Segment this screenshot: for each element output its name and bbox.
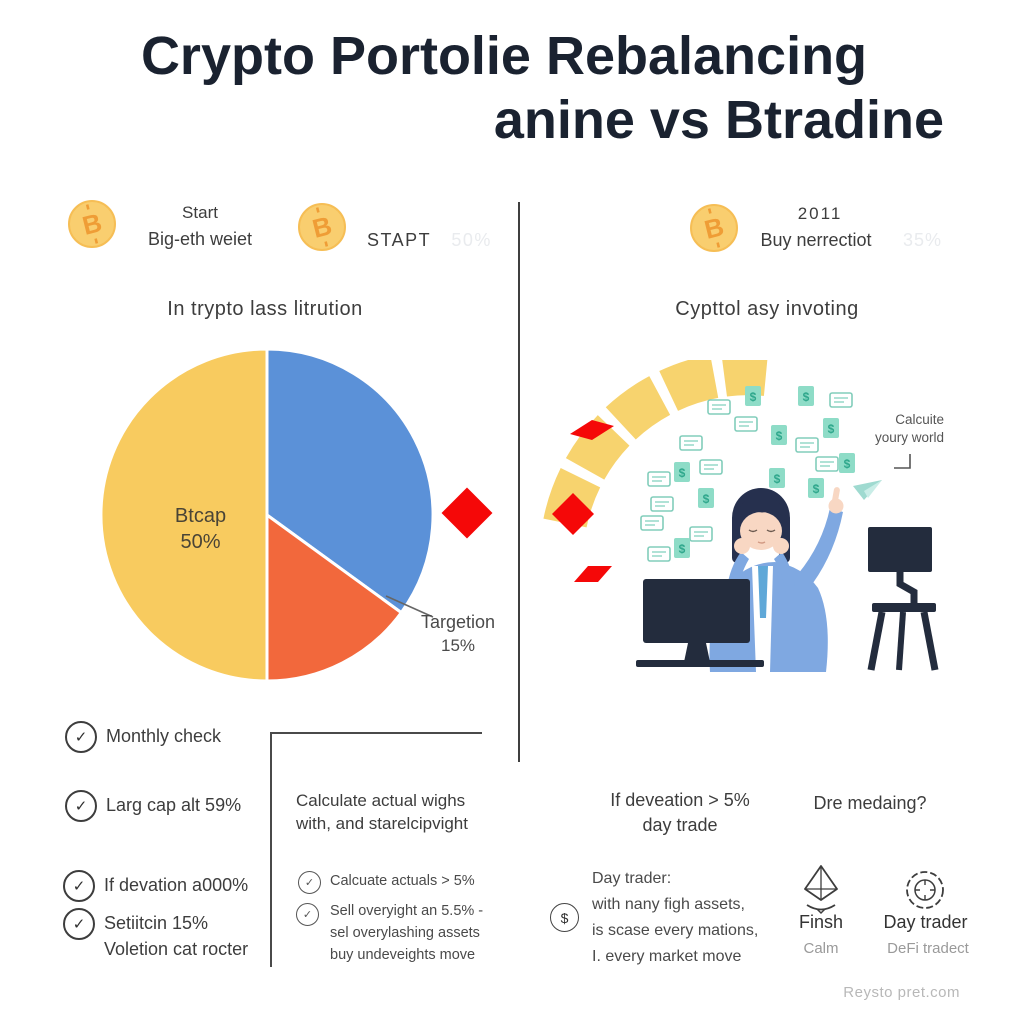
check-circle-icon: ✓ — [65, 790, 97, 822]
watermark: Reysto pret.com — [843, 984, 960, 1001]
checklist-row: ✓ — [63, 870, 95, 902]
stapt-faint-percent: 50% — [451, 230, 492, 250]
gear-arc-icon — [543, 360, 768, 528]
check-circle-icon: ✓ — [65, 721, 97, 753]
checklist-item-label: Monthly check — [106, 726, 222, 746]
middle-panel-heading-line2: with, and starelcipvight — [296, 814, 468, 833]
outcome-title: Day trader — [883, 912, 968, 932]
trader-illustration: Calcuite youry world — [543, 360, 944, 672]
checklist-item-sublabel: Voletion cat rocter — [104, 939, 249, 959]
monitor-icon — [636, 579, 764, 667]
page-title-line2: anine vs Btradine — [493, 90, 944, 150]
pie-label-value: 50% — [180, 531, 221, 553]
bitcoin-icon — [298, 203, 346, 251]
checklist-row: ✓ — [65, 790, 97, 822]
red-diamond-icon — [552, 493, 594, 535]
start-label: Start — [182, 203, 218, 222]
sub-check-row: ✓ — [296, 903, 319, 926]
pie-annotation-value: 15% — [440, 636, 476, 655]
panel-divider — [518, 202, 520, 762]
sub-check-label: Calcuate actuals > 5% — [330, 873, 475, 889]
outcome-subtitle: Calm — [803, 940, 839, 957]
pie-label: Btcap 50% — [148, 503, 253, 555]
note-bracket-icon — [894, 454, 911, 469]
person-illustration — [709, 487, 844, 672]
check-circle-icon: ✓ — [298, 871, 321, 894]
red-shard-icon — [574, 566, 612, 582]
pie-slice-btcap — [99, 347, 269, 683]
stapt-label: STAPT 50% — [367, 230, 492, 251]
check-circle-icon: ✓ — [296, 903, 319, 926]
checklist-item-label: Setiitcin 15% — [104, 913, 209, 933]
ethereum-icon — [804, 865, 838, 915]
right-subtitle: Cypttol asy invoting — [675, 298, 859, 320]
deviation-line1: If deveation > 5% — [610, 790, 750, 810]
year-label: 2011 — [797, 204, 843, 223]
red-shard-icon — [570, 420, 614, 440]
pie-label-name: Btcap — [174, 505, 227, 527]
outcome-subtitle: DeFi tradect — [887, 940, 969, 957]
outcome-title: Finsh — [798, 912, 843, 932]
note-text-line1: Calcuite — [895, 412, 944, 427]
sub-check-multiline: Sell overyight an 5.5% - sel overylashin… — [330, 903, 484, 963]
middle-panel-heading-line1: Calculate actual wighs — [296, 791, 466, 810]
defi-gear-icon — [906, 871, 944, 909]
bitcoin-icon — [68, 200, 116, 248]
checklist-row: ✓ — [63, 908, 95, 940]
middle-panel-frame — [270, 732, 482, 967]
stapt-text: STAPT — [367, 230, 431, 250]
dollar-circle-icon: $ — [550, 903, 579, 932]
check-circle-icon: ✓ — [63, 908, 95, 940]
buy-faint-percent: 35% — [903, 230, 943, 250]
checklist-row: ✓ — [65, 721, 97, 753]
pie-annotation-name: Targetion — [420, 612, 496, 632]
red-diamond-icon — [441, 487, 493, 539]
start-sublabel: Big-eth weiet — [147, 229, 253, 249]
bitcoin-icon — [690, 204, 738, 252]
day-trader-text: Day trader: with nany figh assets, is sc… — [592, 870, 759, 965]
page-title-line1: Crypto Portolie Rebalancing — [140, 26, 868, 86]
sub-check-row: ✓ — [298, 871, 321, 894]
pie-chart — [99, 347, 435, 683]
checklist-item-label: If devation a000% — [104, 875, 249, 895]
annotation-leader-line — [385, 595, 434, 618]
question-label: Dre medaing? — [813, 793, 927, 813]
deviation-line2: day trade — [642, 815, 718, 835]
pie-slice-blue — [265, 347, 435, 615]
buy-label: Buy nerrectiot — [760, 230, 872, 250]
left-subtitle: In trypto lass litrution — [167, 298, 363, 320]
note-text-line2: youry world — [875, 430, 944, 445]
pie-slice-orange — [265, 513, 403, 683]
paper-plane-icon — [853, 480, 882, 500]
tripod-display-icon — [867, 527, 939, 671]
check-circle-icon: ✓ — [63, 870, 95, 902]
checklist-item-label: Larg cap alt 59% — [106, 795, 242, 815]
